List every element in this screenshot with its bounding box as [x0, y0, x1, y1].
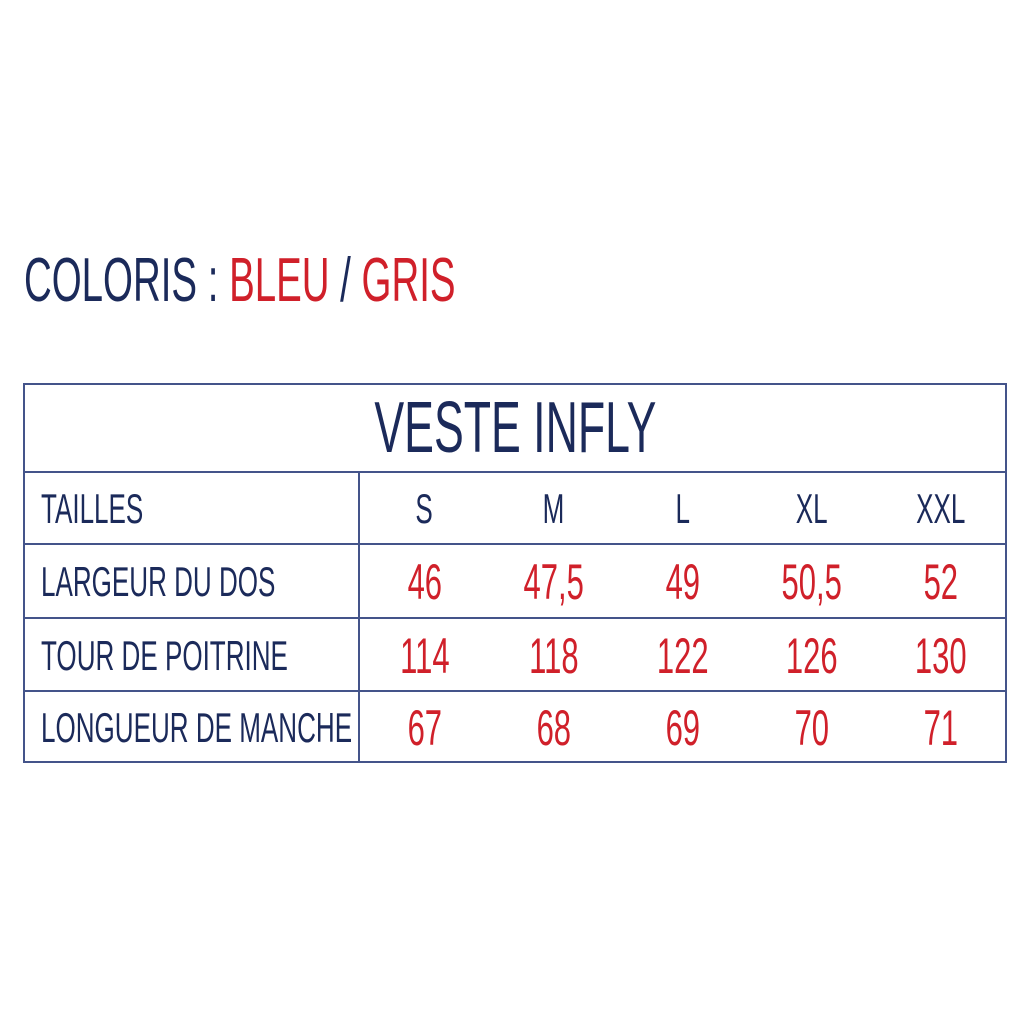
table-cell: 67 [360, 692, 489, 763]
table-row: TOUR DE POITRINE 114 118 122 126 130 [25, 617, 1005, 692]
colors-label: COLORIS : [24, 246, 219, 315]
size-header: S [360, 473, 489, 545]
table-cell: 126 [747, 619, 876, 692]
row-label: LONGUEUR DE MANCHE [25, 692, 360, 763]
cell-value: 69 [665, 699, 700, 756]
table-cell: 130 [876, 619, 1005, 692]
cell-value: 114 [399, 627, 450, 684]
size-text: XXL [915, 485, 966, 532]
cell-value: 71 [923, 699, 958, 756]
table-header-row: TAILLES S M L XL XXL [25, 471, 1005, 545]
row-label-text: TOUR DE POITRINE [41, 631, 288, 679]
colors-line: COLORIS : BLEU / GRIS [24, 246, 456, 316]
table-cell: 114 [360, 619, 489, 692]
color-blue: BLEU [229, 246, 330, 315]
table-row: LARGEUR DU DOS 46 47,5 49 50,5 52 [25, 543, 1005, 619]
table-cell: 47,5 [489, 545, 618, 619]
cell-value: 130 [914, 627, 967, 684]
size-text: S [415, 485, 434, 532]
cell-value: 46 [407, 554, 442, 610]
cell-value: 118 [528, 627, 579, 684]
cell-value: 67 [407, 699, 442, 756]
table-cell: 49 [618, 545, 747, 619]
table-cell: 118 [489, 619, 618, 692]
table-cell: 68 [489, 692, 618, 763]
size-header: XL [747, 473, 876, 545]
size-table: VESTE INFLY TAILLES S M L XL XXL LARGEUR… [23, 383, 1007, 763]
table-cell: 52 [876, 545, 1005, 619]
cell-value: 68 [536, 699, 571, 756]
size-header: M [489, 473, 618, 545]
size-header: L [618, 473, 747, 545]
cell-value: 49 [665, 554, 700, 610]
size-text: XL [795, 485, 828, 532]
row-label-text: LARGEUR DU DOS [41, 558, 276, 605]
table-cell: 46 [360, 545, 489, 619]
table-row: LONGUEUR DE MANCHE 67 68 69 70 71 [25, 690, 1005, 763]
row-label: TAILLES [25, 473, 360, 545]
cell-value: 50,5 [781, 554, 842, 610]
row-label: LARGEUR DU DOS [25, 545, 360, 619]
cell-value: 126 [785, 627, 838, 684]
table-title-text: VESTE INFLY [374, 388, 656, 468]
table-cell: 122 [618, 619, 747, 692]
cell-value: 122 [656, 627, 709, 684]
table-cell: 71 [876, 692, 1005, 763]
cell-value: 70 [794, 699, 829, 756]
size-text: M [542, 485, 565, 532]
cell-value: 47,5 [523, 554, 584, 610]
size-header: XXL [876, 473, 1005, 545]
row-label: TOUR DE POITRINE [25, 619, 360, 692]
table-cell: 70 [747, 692, 876, 763]
table-cell: 69 [618, 692, 747, 763]
size-text: L [675, 485, 690, 532]
row-label-text: TAILLES [41, 485, 144, 532]
color-grey: GRIS [361, 246, 456, 315]
table-title: VESTE INFLY [25, 385, 1005, 471]
cell-value: 52 [923, 554, 958, 610]
color-separator: / [340, 246, 351, 315]
row-label-text: LONGUEUR DE MANCHE [41, 703, 353, 751]
table-cell: 50,5 [747, 545, 876, 619]
